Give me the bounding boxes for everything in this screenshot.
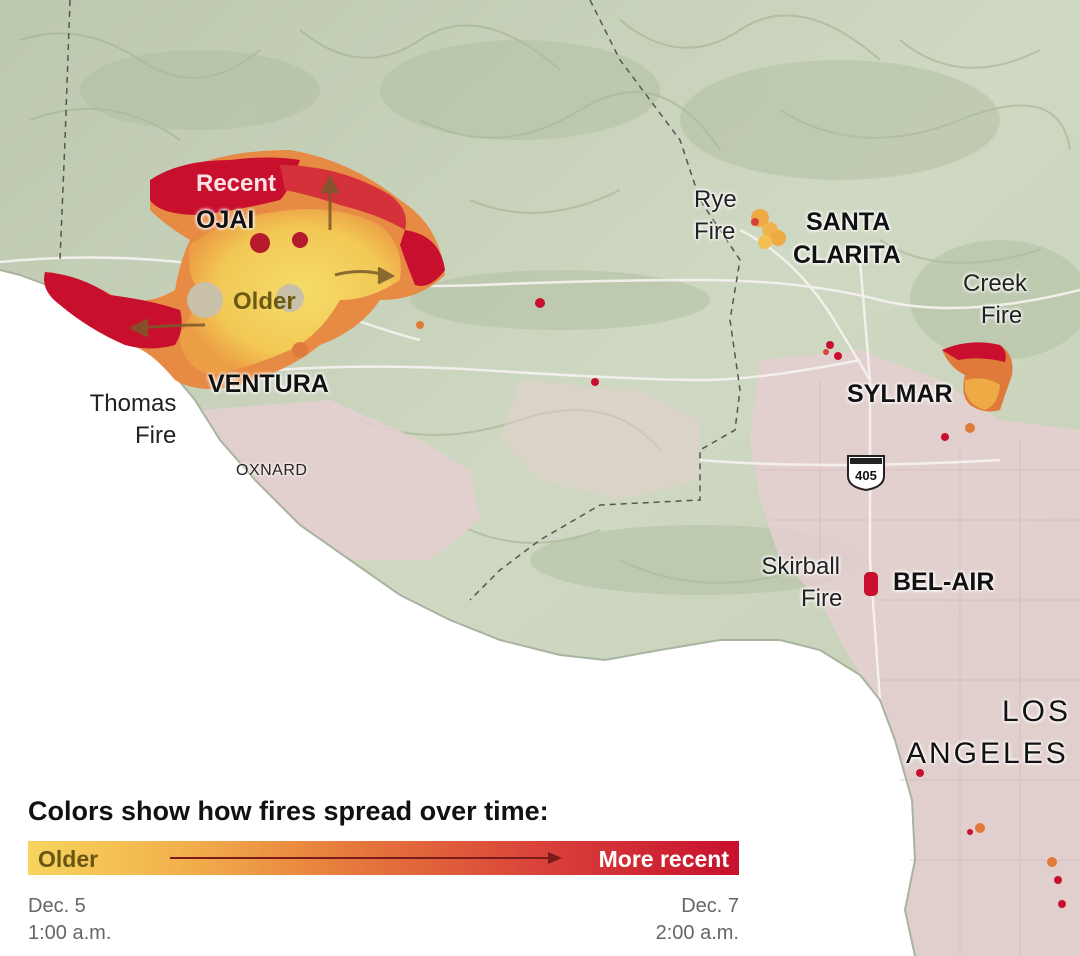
legend-end-date: Dec. 7 2:00 a.m. (656, 893, 739, 947)
legend-start-date-time: 1:00 a.m. (28, 922, 112, 944)
scattered-hotspots (416, 298, 1066, 908)
city-label-bel-air: BEL-AIR (893, 568, 995, 596)
legend-end-date-day: Dec. 7 (681, 895, 739, 917)
fire-label-thomas: Thomas Fire (84, 388, 177, 453)
fire-label-rye-line1: Rye (694, 186, 737, 213)
thomas-fire-spread-arrows (128, 174, 396, 338)
city-label-sylmar: SYLMAR (847, 380, 953, 408)
fire-label-rye-line2: Fire (694, 218, 736, 246)
skirball-fire-burn-area (864, 572, 878, 596)
city-label-oxnard: OXNARD (236, 462, 308, 479)
fire-label-skirball-line1: Skirball (761, 553, 841, 580)
interstate-405-shield: 405 (847, 455, 885, 492)
fire-label-skirball: Skirball Fire (759, 551, 842, 616)
legend-end-date-time: 2:00 a.m. (655, 922, 739, 944)
city-label-santa-clarita-line1: SANTA (806, 208, 891, 236)
older-annotation: Older (233, 288, 296, 315)
rye-fire-burn-area (751, 209, 786, 249)
legend-arrow-icon (170, 852, 562, 864)
city-label-los-angeles-line2: ANGELES (906, 737, 1069, 770)
city-label-los-angeles-line1: LOS (1002, 695, 1072, 728)
fire-label-creek-line2: Fire (980, 302, 1023, 330)
fire-label-skirball-line2: Fire (801, 585, 843, 613)
creek-fire-burn-area (941, 342, 1013, 441)
urban-grid (760, 380, 1080, 956)
city-label-ventura: VENTURA (208, 370, 329, 398)
legend-older-label: Older (38, 846, 99, 872)
fire-label-creek-line1: Creek (963, 270, 1028, 297)
highway-number: 405 (855, 468, 877, 483)
city-label-ojai: OJAI (196, 206, 255, 234)
legend-recent-label: More recent (598, 846, 729, 872)
city-label-santa-clarita-line2: CLARITA (793, 241, 901, 269)
fire-label-thomas-line2: Fire (135, 422, 177, 450)
legend-start-date: Dec. 5 1:00 a.m. (28, 893, 111, 947)
fire-label-creek: Creek Fire (963, 268, 1027, 333)
legend-start-date-day: Dec. 5 (28, 895, 86, 917)
fire-label-rye: Rye Fire (694, 184, 737, 249)
recent-annotation: Recent (196, 170, 277, 197)
fire-label-thomas-line1: Thomas (89, 390, 177, 417)
county-lines (59, 0, 741, 601)
legend-color-scale: Older More recent (28, 841, 739, 875)
legend-title: Colors show how fires spread over time: (28, 796, 549, 826)
urban-areas (200, 350, 1080, 956)
